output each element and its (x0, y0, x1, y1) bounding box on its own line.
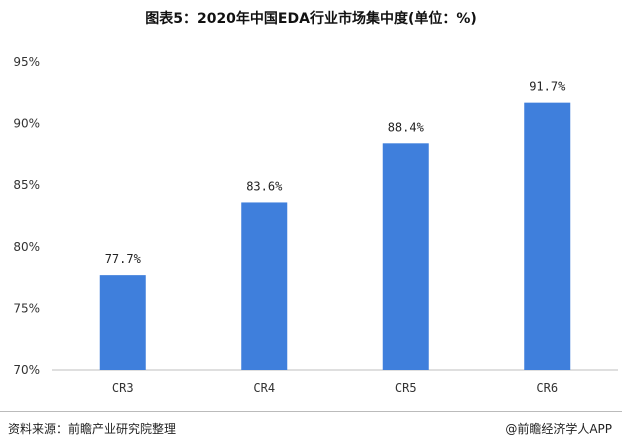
category-label: CR3 (112, 381, 134, 395)
bar-cr3 (99, 275, 146, 370)
data-label: 77.7% (105, 252, 142, 266)
data-label: 91.7% (529, 80, 566, 94)
category-label: CR6 (536, 381, 558, 395)
bar-cr6 (524, 102, 571, 370)
data-labels: 77.7% 83.6% 88.4% 91.7% (105, 80, 566, 266)
source-note: 资料来源：前瞻产业研究院整理 (8, 422, 177, 436)
data-label: 88.4% (388, 120, 425, 134)
footer-divider (0, 411, 622, 412)
y-axis-ticks: 70% 75% 80% 85% 90% 95% (13, 55, 40, 377)
y-tick-label: 95% (13, 55, 40, 69)
brand-credit: @前瞻经济学人APP (505, 422, 612, 436)
category-labels: CR3 CR4 CR5 CR6 (112, 381, 558, 395)
data-label: 83.6% (246, 179, 283, 193)
y-tick-label: 85% (13, 178, 40, 192)
category-label: CR4 (253, 381, 275, 395)
bar-cr5 (382, 143, 429, 370)
y-tick-label: 90% (13, 117, 40, 131)
bar-chart: 70% 75% 80% 85% 90% 95% CR3 CR4 CR5 CR6 77.7% 83.… (13, 55, 618, 395)
y-tick-label: 75% (13, 301, 40, 315)
bar-cr4 (241, 202, 288, 370)
y-tick-label: 80% (13, 240, 40, 254)
y-tick-label: 70% (13, 363, 40, 377)
category-label: CR5 (395, 381, 417, 395)
chart-title: 图表5：2020年中国EDA行业市场集中度(单位：%) (145, 11, 477, 27)
bars-group (99, 102, 571, 370)
